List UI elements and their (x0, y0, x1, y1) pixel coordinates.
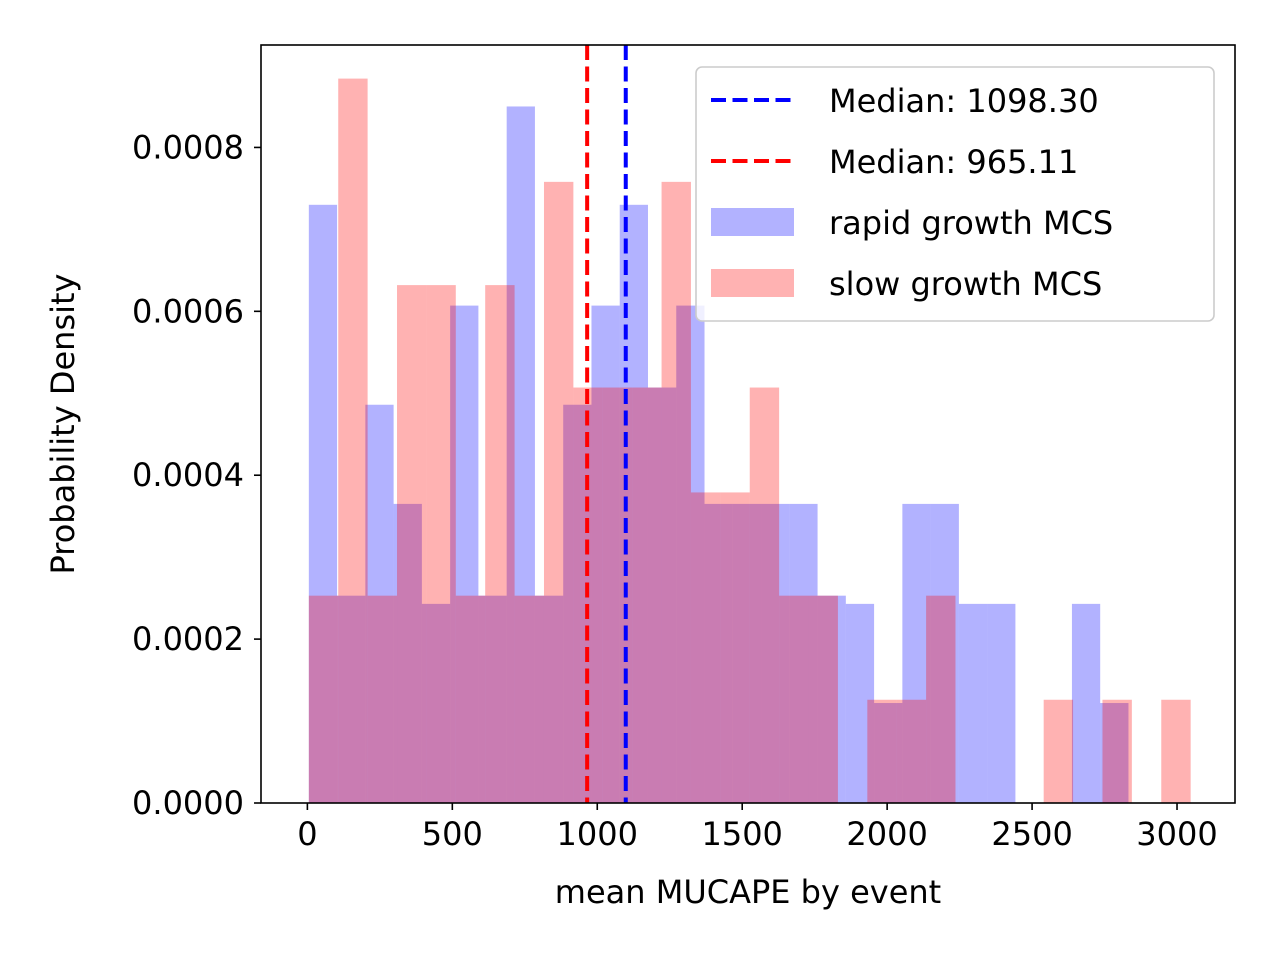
histogram-bar (902, 503, 931, 803)
histogram-bar (1071, 603, 1101, 803)
histogram-bar (1100, 703, 1129, 803)
histogram-bar (534, 595, 564, 803)
histogram-bar (676, 305, 705, 803)
histogram-bar (426, 285, 456, 803)
x-tick-label: 1500 (701, 815, 782, 853)
histogram-bar (338, 78, 368, 803)
histogram-bar (367, 595, 398, 803)
histogram-bar (930, 503, 959, 803)
x-tick-label: 2500 (991, 815, 1072, 853)
histogram-bar (817, 595, 846, 803)
histogram-bar (421, 603, 451, 803)
y-tick-label: 0.0006 (132, 292, 244, 330)
histogram-bar (397, 285, 427, 803)
x-tick-label: 1000 (557, 815, 638, 853)
legend-label: Median: 1098.30 (829, 82, 1099, 120)
legend-label: rapid growth MCS (829, 204, 1113, 242)
histogram-bar (308, 204, 338, 803)
legend: Median: 1098.30 Median: 965.11 rapid growt… (695, 66, 1215, 322)
histogram-bar (896, 699, 927, 803)
histogram-bar (761, 503, 790, 803)
histogram-bar (704, 503, 733, 803)
histogram-bar (455, 595, 486, 803)
x-tick-label: 0 (297, 815, 317, 853)
histogram-bar (308, 595, 339, 803)
legend-box (695, 66, 1215, 322)
legend-label: Median: 965.11 (829, 143, 1078, 181)
histogram-bar (958, 603, 988, 803)
legend-patch-swatch (711, 269, 794, 297)
histogram-bar (845, 603, 875, 803)
histogram-bar (789, 503, 818, 803)
histogram-bar (1043, 699, 1074, 803)
y-tick-label: 0.0004 (132, 456, 244, 494)
histogram-bar (1102, 699, 1132, 803)
histogram-bar (485, 285, 515, 803)
histogram-bar (690, 492, 721, 803)
histogram-bar (779, 595, 809, 803)
histogram-bar (874, 703, 903, 803)
histogram-bar (393, 503, 422, 803)
median-lines (585, 45, 628, 803)
histogram-bar (514, 595, 544, 803)
histogram-bar (926, 595, 956, 803)
y-tick-label: 0.0008 (132, 128, 244, 166)
histogram-bar (808, 595, 838, 803)
x-tick-label: 2000 (846, 815, 927, 853)
histogram-bar (987, 603, 1016, 803)
histogram-bars (308, 78, 1191, 803)
series-0-bars (308, 106, 1129, 803)
histogram-bar (450, 305, 479, 803)
histogram-bar (543, 181, 574, 803)
histogram-bar (661, 181, 691, 803)
plot-area-frame (260, 44, 1236, 804)
histogram-bar (506, 106, 535, 803)
x-axis-ticks: 0 500 1000 1500 2000 2500 3000 (297, 803, 1218, 853)
legend-label: slow growth MCS (829, 265, 1102, 303)
histogram-bar (365, 404, 394, 803)
histogram-bar (720, 492, 750, 803)
histogram-bar (732, 503, 762, 803)
legend-patch-swatch (711, 208, 794, 236)
x-tick-label: 3000 (1136, 815, 1217, 853)
series-1-bars (308, 78, 1191, 803)
y-tick-label: 0.0002 (132, 620, 244, 658)
histogram-bar (337, 595, 366, 803)
y-tick-label: 0.0000 (132, 784, 244, 822)
histogram-bar (867, 699, 897, 803)
histogram-bar (591, 305, 620, 803)
histogram-bar (632, 387, 662, 803)
histogram-bar (1161, 699, 1191, 803)
x-axis-label: mean MUCAPE by event (555, 873, 941, 911)
histogram-bar (478, 595, 507, 803)
y-axis-ticks: 0.0000 0.0002 0.0004 0.0006 0.0008 (132, 128, 261, 822)
histogram-bar (647, 387, 677, 803)
histogram-bar (749, 387, 780, 803)
y-axis-label: Probability Density (44, 274, 82, 575)
x-tick-label: 500 (422, 815, 483, 853)
